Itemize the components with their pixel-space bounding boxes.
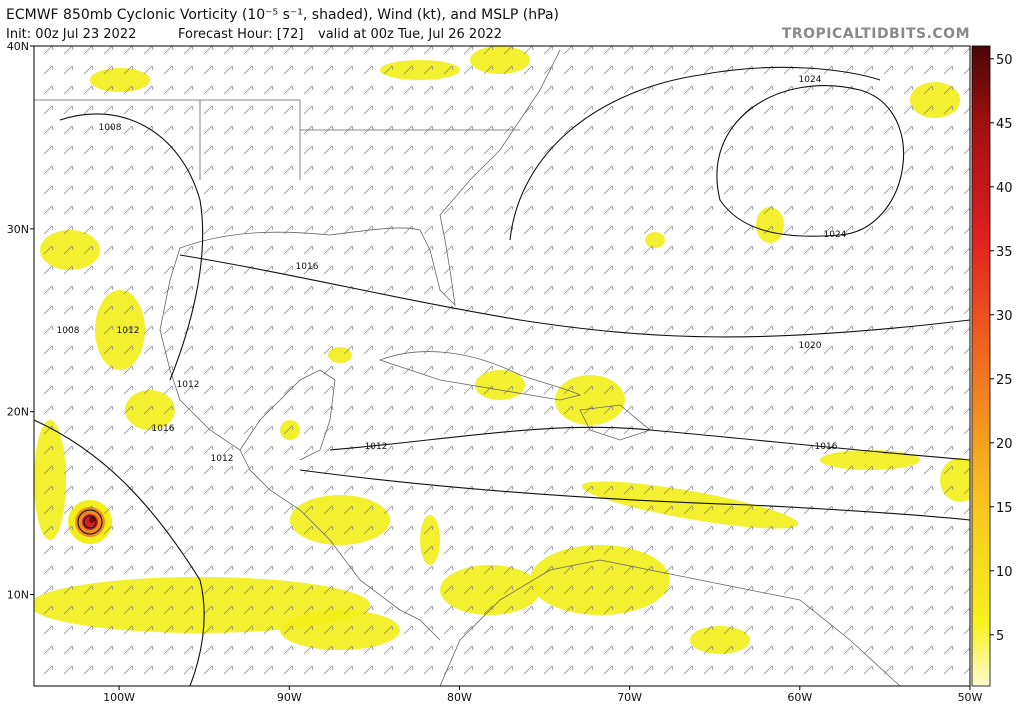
isobar-label: 1016	[815, 442, 838, 452]
isobar-label: 1012	[177, 380, 200, 390]
wind-barbs	[34, 46, 970, 686]
init-time: Init: 00z Jul 23 2022	[6, 27, 136, 42]
lon-tick-label: 90W	[277, 691, 302, 704]
coastlines	[34, 49, 901, 686]
map-frame	[33, 45, 971, 687]
lon-tick-label: 80W	[447, 691, 472, 704]
isobar-label: 1012	[117, 326, 140, 336]
lat-tick-label: 30N	[7, 223, 29, 236]
lon-tick-label: 100W	[103, 691, 135, 704]
isobar-labels: 1024 1024 1020 1016 1016 1012 1012 1012 …	[57, 75, 847, 464]
isobars	[34, 66, 970, 686]
lon-tick-label: 50W	[958, 691, 983, 704]
colorbar-tick-label: 25	[996, 373, 1013, 388]
lat-tick-label: 10N	[7, 589, 29, 602]
colorbar-tick-label: 30	[996, 309, 1013, 324]
colorbar-tick-label: 35	[996, 245, 1013, 260]
colorbar-tick-label: 40	[996, 181, 1013, 196]
isobar-label: 1020	[799, 341, 822, 351]
colorbar	[971, 45, 991, 687]
isobar-label: 1024	[824, 230, 847, 240]
lon-tick-label: 60W	[787, 691, 812, 704]
isobar-label: 1008	[99, 123, 122, 133]
isobar-label: 1012	[211, 454, 234, 464]
colorbar-tick-label: 15	[996, 501, 1013, 516]
isobar-label: 1012	[365, 442, 388, 452]
colorbar-tick-label: 50	[996, 53, 1013, 68]
site-credit: TROPICALTIDBITS.COM	[782, 26, 970, 42]
map-area: 1024 1024 1020 1016 1016 1012 1012 1012 …	[34, 46, 970, 686]
isobar-label: 1024	[799, 75, 822, 85]
colorbar-tick-label: 45	[996, 117, 1013, 132]
colorbar-tick-label: 20	[996, 437, 1013, 452]
isobar-label: 1008	[57, 326, 80, 336]
colorbar-tick-label: 5	[996, 629, 1004, 644]
colorbar-tick-label: 10	[996, 565, 1013, 580]
valid-time: valid at 00z Tue, Jul 26 2022	[318, 27, 502, 42]
lat-tick-label: 20N	[7, 406, 29, 419]
isobar-label: 1016	[296, 262, 319, 272]
forecast-hour: Forecast Hour: [72]	[178, 27, 303, 42]
map-title: ECMWF 850mb Cyclonic Vorticity (10⁻⁵ s⁻¹…	[6, 7, 559, 23]
isobar-label: 1016	[152, 424, 175, 434]
lon-tick-label: 70W	[617, 691, 642, 704]
lat-tick-label: 40N	[7, 40, 29, 53]
